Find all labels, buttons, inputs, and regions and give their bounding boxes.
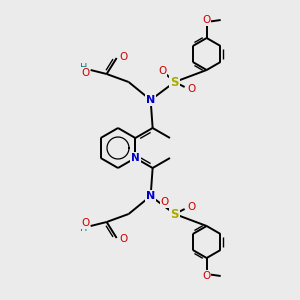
Text: S: S bbox=[170, 208, 179, 220]
Text: O: O bbox=[202, 271, 211, 281]
Text: N: N bbox=[131, 153, 140, 163]
Text: O: O bbox=[158, 66, 167, 76]
Text: O: O bbox=[188, 202, 196, 212]
Text: S: S bbox=[170, 76, 179, 88]
Text: O: O bbox=[120, 52, 128, 62]
Text: O: O bbox=[160, 197, 169, 207]
Text: O: O bbox=[81, 218, 90, 228]
Text: H: H bbox=[80, 63, 88, 73]
Text: O: O bbox=[188, 84, 196, 94]
Text: O: O bbox=[81, 68, 90, 78]
Text: N: N bbox=[146, 191, 155, 201]
Text: O: O bbox=[120, 234, 128, 244]
Text: O: O bbox=[202, 15, 211, 25]
Text: H: H bbox=[80, 223, 88, 233]
Text: N: N bbox=[146, 95, 155, 105]
